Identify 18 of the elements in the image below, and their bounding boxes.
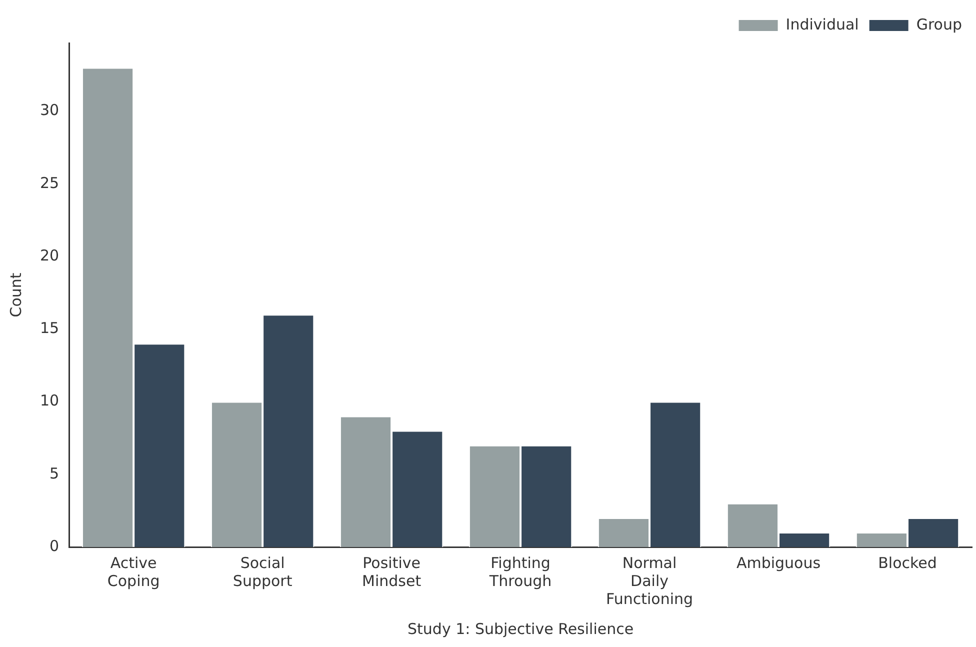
y-axis-title: Count xyxy=(6,272,25,318)
x-tick-label: Ambiguous xyxy=(736,554,821,572)
y-tick-label: 15 xyxy=(40,319,60,338)
y-tick-label: 25 xyxy=(40,174,60,192)
legend-label: Group xyxy=(916,15,962,34)
x-axis-title: Study 1: Subjective Resilience xyxy=(408,620,634,638)
x-tick-label: Social Support xyxy=(232,554,292,590)
y-tick-label: 10 xyxy=(40,392,60,410)
x-tick-label: Active Coping xyxy=(107,554,160,590)
x-tick-label: Blocked xyxy=(878,554,937,572)
y-tick-label: 20 xyxy=(40,246,60,264)
y-tick-label: 30 xyxy=(40,101,60,120)
x-tick-label: Positive Mindset xyxy=(362,554,422,590)
x-tick-label: Fighting Through xyxy=(488,554,552,590)
y-tick-label: 5 xyxy=(50,464,60,482)
legend-label: Individual xyxy=(786,15,859,34)
x-tick-label: Normal Daily Functioning xyxy=(606,554,694,608)
y-tick-label: 0 xyxy=(50,536,60,555)
